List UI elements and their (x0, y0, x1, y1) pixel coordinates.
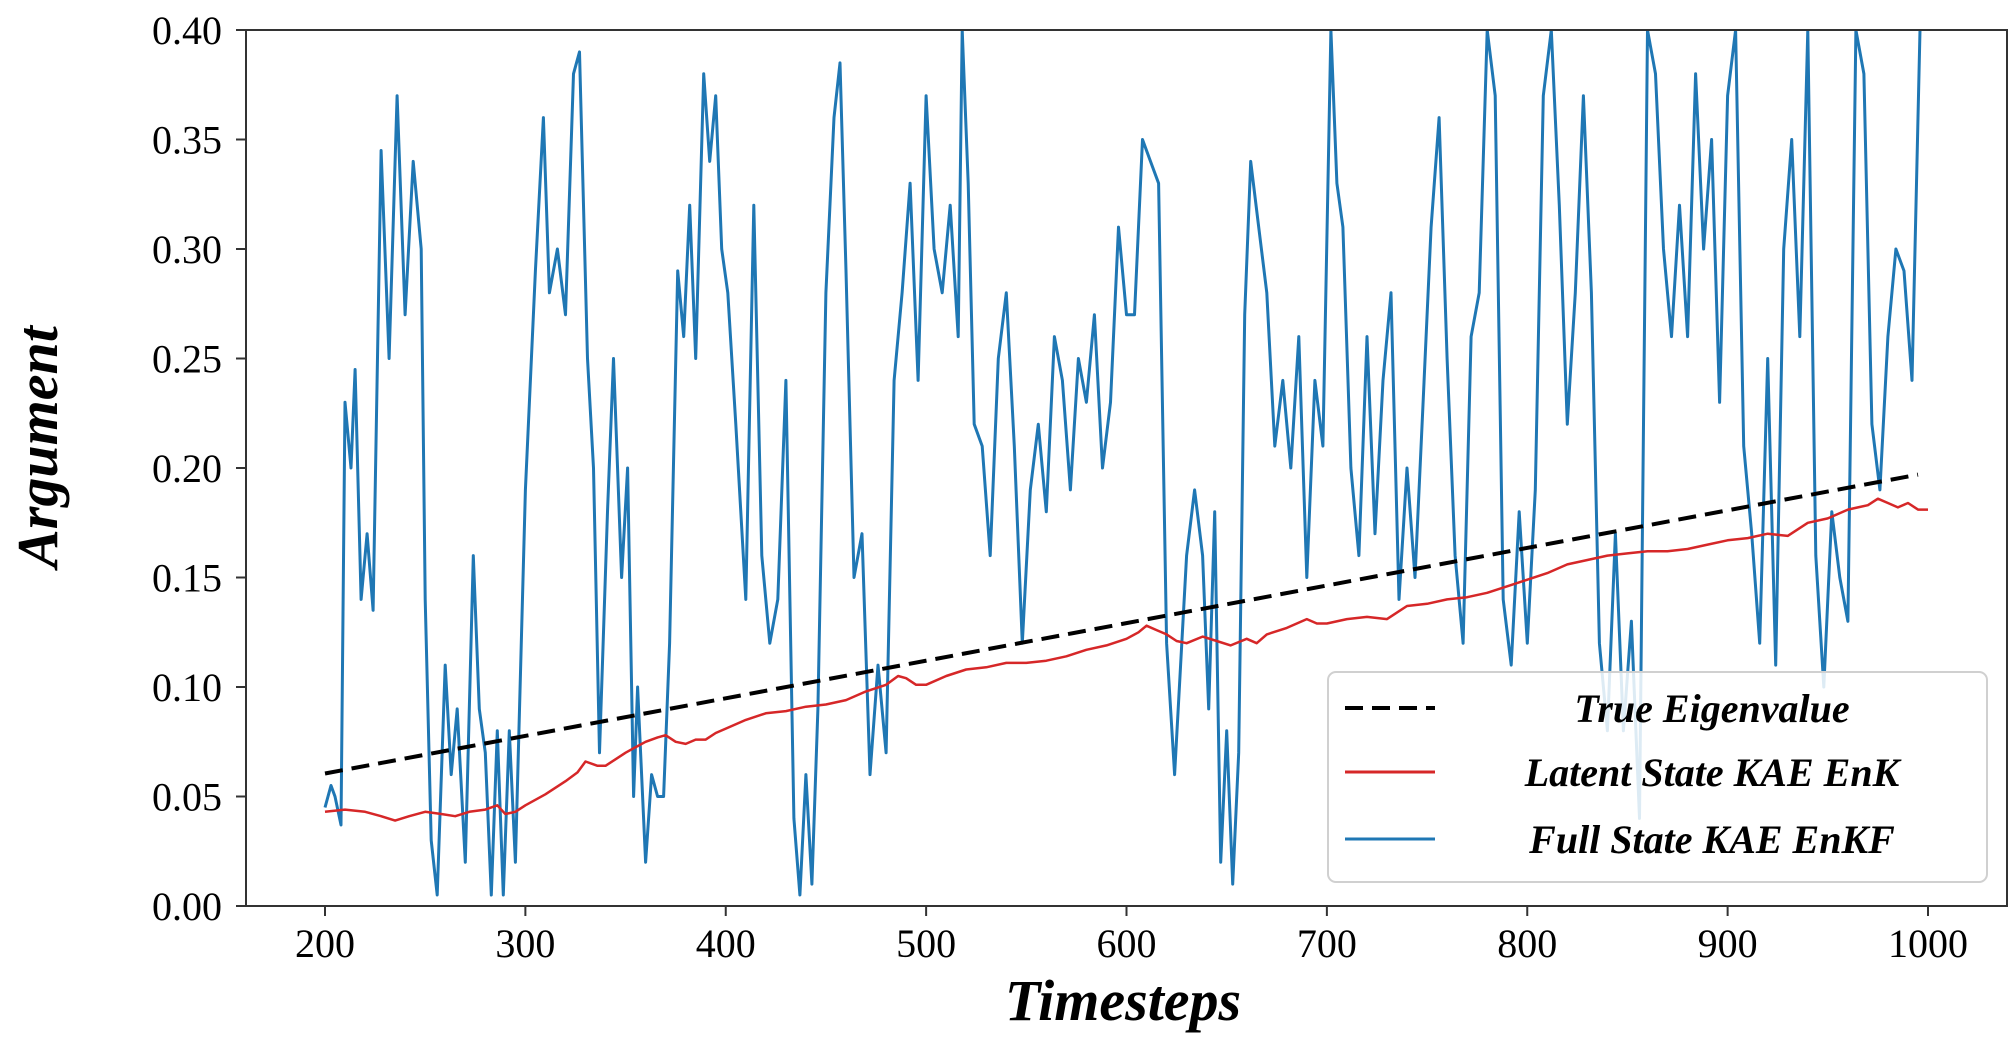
y-tick-label: 0.35 (152, 118, 222, 163)
legend-label-latent-state: Latent State KAE EnK (1524, 750, 1902, 795)
legend-label-true-eigenvalue: True Eigenvalue (1574, 686, 1849, 731)
series-layer (323, 30, 1928, 897)
x-tick-label: 400 (696, 921, 756, 966)
x-axis: 200 300 400 500 600 700 800 900 1000 (295, 906, 1968, 966)
x-tick-label: 700 (1297, 921, 1357, 966)
legend: True Eigenvalue Latent State KAE EnK Ful… (1327, 671, 1988, 883)
y-tick-label: 0.20 (152, 446, 222, 491)
series-full-state-kae-enkf (323, 30, 1922, 897)
series-latent-state-kae-enk (324, 497, 1928, 822)
legend-box (1327, 671, 1988, 883)
x-tick-label: 500 (896, 921, 956, 966)
y-tick-label: 0.30 (152, 227, 222, 272)
x-tick-label: 200 (295, 921, 355, 966)
y-tick-label: 0.05 (152, 775, 222, 820)
y-tick-label: 0.40 (152, 8, 222, 53)
y-tick-label: 0.15 (152, 556, 222, 601)
y-tick-label: 0.00 (152, 884, 222, 929)
x-axis-title: Timesteps (1005, 968, 1241, 1033)
y-axis-title: Argument (5, 324, 70, 571)
x-tick-label: 600 (1097, 921, 1157, 966)
series-true-eigenvalue (324, 472, 1919, 776)
y-tick-label: 0.25 (152, 337, 222, 382)
x-tick-label: 800 (1497, 921, 1557, 966)
x-tick-label: 900 (1698, 921, 1758, 966)
legend-label-full-state: Full State KAE EnKF (1528, 817, 1895, 862)
x-tick-label: 300 (495, 921, 555, 966)
y-tick-label: 0.10 (152, 665, 222, 710)
x-tick-label: 1000 (1888, 921, 1968, 966)
y-axis: 0.00 0.05 0.10 0.15 0.20 0.25 0.30 0.35 0.40 (152, 8, 246, 929)
